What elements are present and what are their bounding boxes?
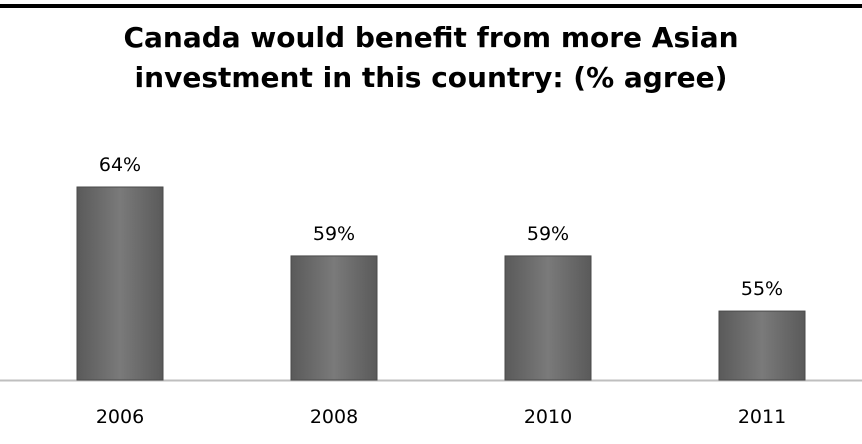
top-rule [0,4,862,8]
x-tick-label-2006: 2006 [96,406,144,428]
chart-title-line-1: Canada would benefit from more Asian [123,21,739,54]
x-tick-label-2011: 2011 [738,406,786,428]
x-tick-label-2010: 2010 [524,406,572,428]
data-label-2006: 64% [99,154,141,176]
chart-title: Canada would benefit from more Asian inv… [0,18,862,98]
x-tick-label-2008: 2008 [310,406,358,428]
bar-2008 [290,255,378,381]
bar-2011 [718,310,806,381]
chart-title-line-2: investment in this country: (% agree) [134,61,728,94]
data-label-2011: 55% [741,278,783,300]
bar-2006 [76,186,164,381]
bar-2010 [504,255,592,381]
data-label-2010: 59% [527,223,569,245]
data-label-2008: 59% [313,223,355,245]
